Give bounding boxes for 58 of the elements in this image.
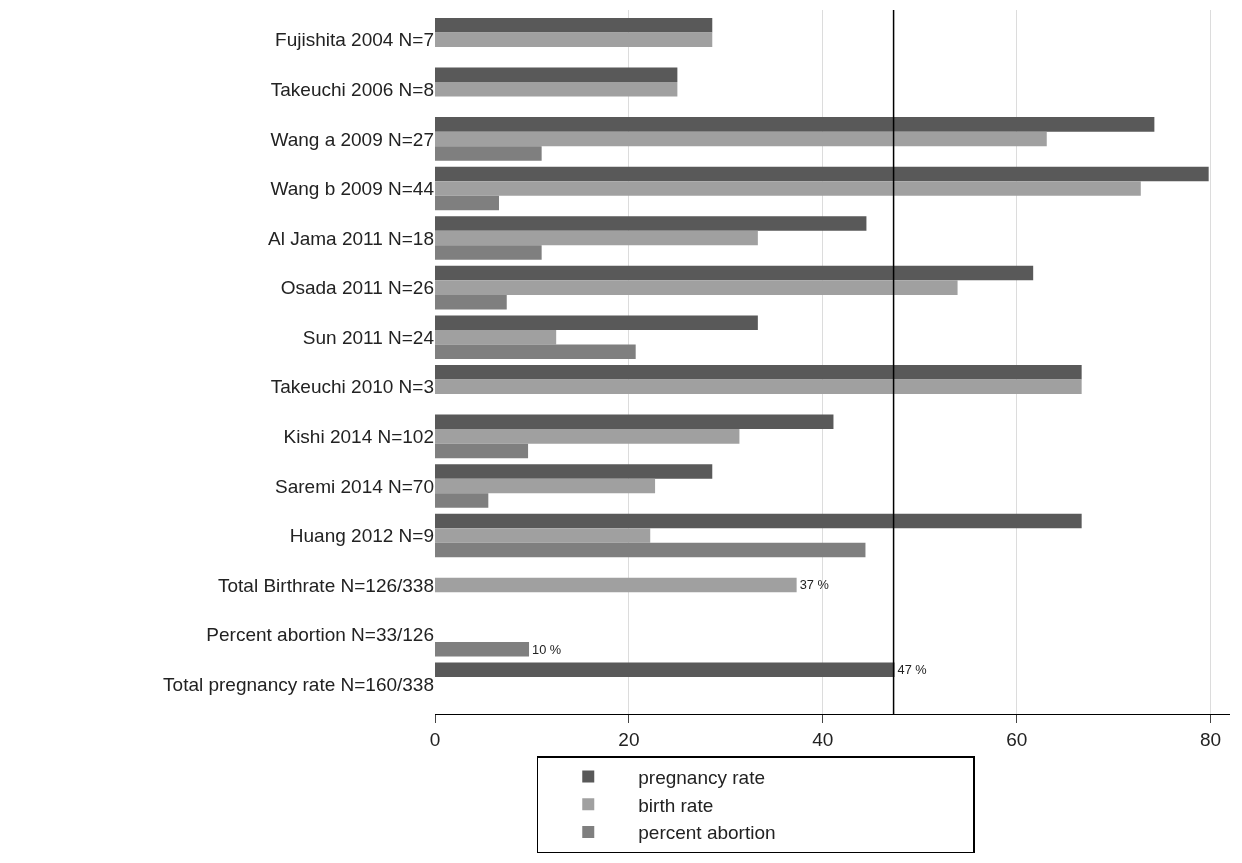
y-tick-label: Al Jama 2011 N=18 <box>268 227 434 249</box>
y-tick-label: Kishi 2014 N=102 <box>283 426 434 448</box>
bar <box>435 478 656 494</box>
y-tick-label: Fujishita 2004 N=7 <box>275 29 434 51</box>
bar <box>435 329 557 345</box>
data-label: 10 % <box>532 641 562 657</box>
bar <box>435 344 636 360</box>
data-label: 47 % <box>897 662 927 678</box>
bar <box>435 577 797 593</box>
x-tick-label: 20 <box>618 728 640 750</box>
bar <box>435 429 740 444</box>
data-label: 37 % <box>799 577 829 593</box>
bar <box>435 528 651 543</box>
bar <box>435 464 713 479</box>
bar <box>435 443 529 459</box>
bar <box>435 195 499 211</box>
y-tick-label: Takeuchi 2010 N=3 <box>270 376 434 398</box>
bar <box>435 513 1082 529</box>
bar <box>435 146 542 161</box>
bar <box>435 131 1047 147</box>
y-tick-label: Wang b 2009 N=44 <box>270 178 435 200</box>
bar <box>435 542 866 558</box>
y-tick-label: Wang a 2009 N=27 <box>270 128 434 150</box>
y-tick-label: Total Birthrate N=126/338 <box>218 574 434 596</box>
x-tick-label: 80 <box>1200 728 1222 750</box>
bar <box>435 166 1209 182</box>
y-tick-label: Huang 2012 N=9 <box>289 525 434 547</box>
y-tick-label: Total pregnancy rate N=160/338 <box>163 673 434 695</box>
legend-label: birth rate <box>638 794 714 816</box>
bar <box>435 265 1034 281</box>
legend-label: pregnancy rate <box>638 767 766 788</box>
bar <box>435 17 713 33</box>
bar <box>435 230 758 246</box>
y-tick-label: Osada 2011 N=26 <box>280 277 434 299</box>
bar <box>435 280 958 295</box>
bar <box>435 414 834 430</box>
bar <box>435 117 1155 132</box>
bar <box>435 82 678 97</box>
bar <box>435 315 758 330</box>
y-tick-label: Saremi 2014 N=70 <box>275 475 434 497</box>
bar <box>435 493 489 508</box>
y-tick-label: Takeuchi 2006 N=8 <box>270 78 434 100</box>
bar <box>435 181 1141 196</box>
legend-label: percent abortion <box>638 822 776 844</box>
x-tick-label: 40 <box>812 728 834 750</box>
x-tick-label: 60 <box>1006 728 1028 750</box>
bar <box>435 67 678 83</box>
bar <box>435 662 895 677</box>
bar <box>435 32 713 48</box>
bar <box>435 641 530 657</box>
bar <box>435 379 1082 395</box>
bar <box>435 216 867 231</box>
bar <box>435 294 507 310</box>
bar <box>435 364 1082 380</box>
bar <box>435 245 542 260</box>
y-tick-label: Sun 2011 N=24 <box>302 326 435 348</box>
y-tick-label: Percent abortion N=33/126 <box>206 624 434 646</box>
x-tick-label: 0 <box>429 728 441 750</box>
